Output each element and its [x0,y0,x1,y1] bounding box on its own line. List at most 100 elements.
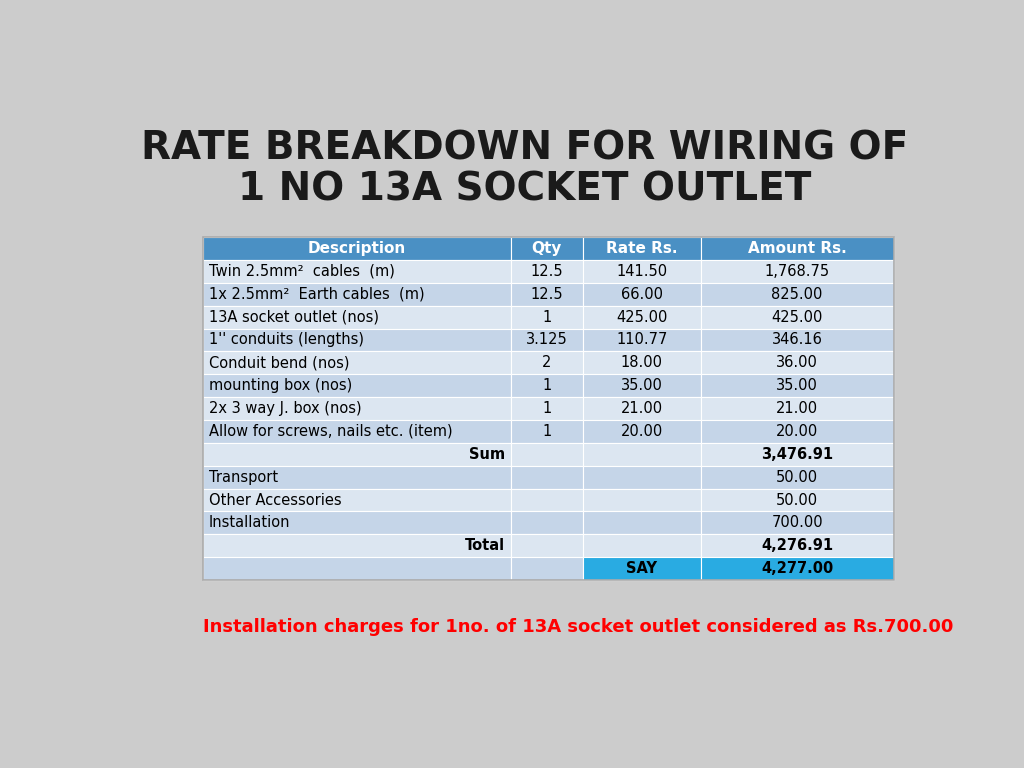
Bar [204,443,511,465]
Bar [700,488,894,511]
Text: Transport: Transport [209,470,279,485]
Bar [583,535,700,557]
Bar [583,237,700,260]
Text: 141.50: 141.50 [616,264,668,279]
Bar [204,420,511,443]
Text: 1: 1 [543,401,552,416]
Bar [700,557,894,580]
Bar [204,557,511,580]
Bar [204,306,511,329]
Bar [511,420,583,443]
Text: 21.00: 21.00 [776,401,818,416]
Text: 66.00: 66.00 [621,286,663,302]
Text: 346.16: 346.16 [772,333,822,347]
Bar [583,511,700,535]
Bar [204,465,511,488]
Bar [700,397,894,420]
Text: 1 NO 13A SOCKET OUTLET: 1 NO 13A SOCKET OUTLET [239,170,811,209]
Text: 50.00: 50.00 [776,492,818,508]
Text: Other Accessories: Other Accessories [209,492,342,508]
Bar [583,465,700,488]
Text: 4,276.91: 4,276.91 [761,538,834,553]
Bar [511,306,583,329]
Text: Conduit bend (nos): Conduit bend (nos) [209,356,349,370]
Text: Amount Rs.: Amount Rs. [748,241,847,256]
Bar [511,260,583,283]
Text: 825.00: 825.00 [771,286,823,302]
Bar [583,420,700,443]
Text: 1x 2.5mm²  Earth cables  (m): 1x 2.5mm² Earth cables (m) [209,286,425,302]
Bar [511,329,583,352]
Bar [700,352,894,374]
Text: 425.00: 425.00 [616,310,668,325]
Text: 35.00: 35.00 [621,378,663,393]
Bar [511,511,583,535]
Bar [700,535,894,557]
Text: 3.125: 3.125 [526,333,567,347]
Text: 1'' conduits (lengths): 1'' conduits (lengths) [209,333,364,347]
Bar [511,237,583,260]
Bar [583,443,700,465]
Text: Rate Rs.: Rate Rs. [606,241,678,256]
Text: Total: Total [465,538,505,553]
Bar [511,374,583,397]
Text: 2x 3 way J. box (nos): 2x 3 way J. box (nos) [209,401,361,416]
Bar [700,374,894,397]
Bar [511,465,583,488]
Text: 425.00: 425.00 [771,310,823,325]
Bar [583,397,700,420]
Bar [204,352,511,374]
Text: 20.00: 20.00 [776,424,818,439]
Bar [583,488,700,511]
Text: SAY: SAY [627,561,657,576]
Bar [583,352,700,374]
Bar [700,237,894,260]
Bar [511,535,583,557]
Bar [204,488,511,511]
Bar [204,237,511,260]
Text: 21.00: 21.00 [621,401,663,416]
Text: 12.5: 12.5 [530,286,563,302]
Bar [583,374,700,397]
Bar [204,535,511,557]
Bar [700,443,894,465]
Text: Description: Description [308,241,407,256]
Text: Installation: Installation [209,515,291,531]
Text: 18.00: 18.00 [621,356,663,370]
Bar [204,374,511,397]
Bar [511,352,583,374]
Text: 36.00: 36.00 [776,356,818,370]
Text: 2: 2 [542,356,552,370]
Text: 4,277.00: 4,277.00 [761,561,834,576]
Bar [204,397,511,420]
Bar [511,283,583,306]
Text: Twin 2.5mm²  cables  (m): Twin 2.5mm² cables (m) [209,264,395,279]
Text: Sum: Sum [469,447,505,462]
Bar [511,397,583,420]
Bar [511,443,583,465]
Text: 35.00: 35.00 [776,378,818,393]
Bar [583,306,700,329]
Text: 20.00: 20.00 [621,424,663,439]
Bar [700,283,894,306]
Bar [700,260,894,283]
Bar [700,306,894,329]
Text: 1: 1 [543,424,552,439]
Text: 12.5: 12.5 [530,264,563,279]
Text: mounting box (nos): mounting box (nos) [209,378,352,393]
Text: RATE BREAKDOWN FOR WIRING OF: RATE BREAKDOWN FOR WIRING OF [141,129,908,167]
Text: 700.00: 700.00 [771,515,823,531]
Text: 50.00: 50.00 [776,470,818,485]
Bar [583,329,700,352]
Text: Qty: Qty [531,241,562,256]
Text: 1: 1 [543,378,552,393]
Bar [204,511,511,535]
Text: 13A socket outlet (nos): 13A socket outlet (nos) [209,310,379,325]
Text: Installation charges for 1no. of 13A socket outlet considered as Rs.700.00: Installation charges for 1no. of 13A soc… [204,618,953,637]
Bar [583,557,700,580]
Bar [511,488,583,511]
Bar [204,260,511,283]
Bar [700,511,894,535]
Bar [204,237,894,580]
Bar [204,283,511,306]
